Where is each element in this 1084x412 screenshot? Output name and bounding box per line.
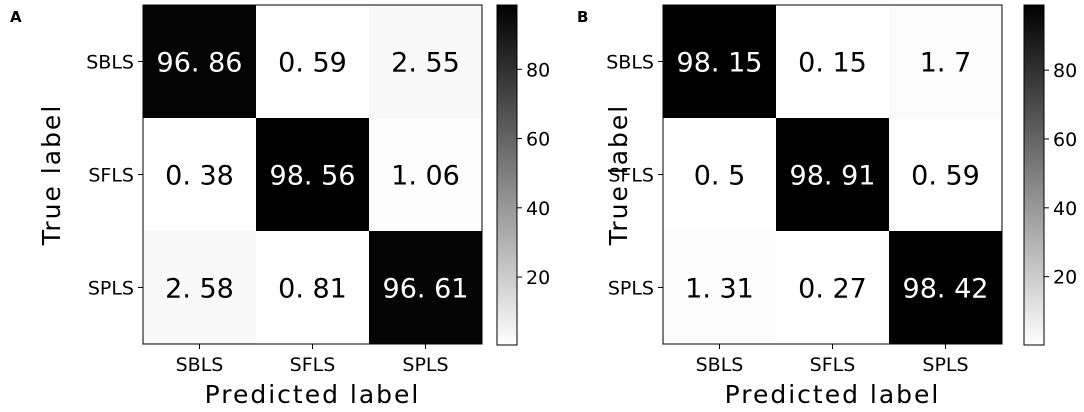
heatmap-cell	[256, 5, 369, 118]
cell-value-label: 98. 91	[790, 161, 876, 192]
colorbar-tick-label: 60	[526, 129, 550, 151]
colorbar-tick-label: 20	[526, 267, 550, 289]
cell-value-label: 0. 59	[911, 161, 980, 192]
cell-value-label: 1. 7	[920, 48, 972, 79]
y-tick-label: SPLS	[608, 278, 654, 300]
panel-letter: B	[577, 8, 588, 26]
cell-value-label: 0. 38	[165, 161, 234, 192]
cell-value-label: 0. 59	[278, 48, 347, 79]
heatmap-cell	[776, 5, 889, 118]
heatmap-cell	[256, 231, 369, 344]
y-tick-label: SPLS	[88, 278, 134, 300]
heatmap-cell	[143, 5, 256, 118]
x-tick-label: SFLS	[810, 354, 856, 376]
colorbar-tick-label: 60	[1053, 129, 1077, 151]
panel-letter: A	[10, 8, 22, 26]
cell-value-label: 2. 55	[391, 48, 460, 79]
cell-value-label: 0. 27	[798, 274, 867, 305]
y-axis-title: True label	[37, 104, 66, 247]
y-axis-title: True label	[604, 104, 633, 247]
heatmap-cell	[663, 5, 776, 118]
x-tick-label: SPLS	[922, 354, 968, 376]
heatmap-cell	[369, 5, 482, 118]
y-tick-label: SFLS	[608, 165, 654, 187]
colorbar-tick-label: 20	[1053, 267, 1077, 289]
y-tick-label: SBLS	[86, 52, 134, 74]
y-tick-label: SBLS	[606, 52, 654, 74]
heatmap-cell	[369, 231, 482, 344]
colorbar-tick-label: 80	[1053, 60, 1077, 82]
colorbar-tick-label: 40	[526, 198, 550, 220]
cell-value-label: 2. 58	[165, 274, 234, 305]
heatmap-cell	[369, 118, 482, 231]
panel-a: A 96. 86 0. 59 2. 55 0. 38 98. 56 1. 06 2. 58 0.…	[10, 4, 550, 409]
x-tick-label: SBLS	[696, 354, 744, 376]
heatmap-cell	[776, 118, 889, 231]
heatmap-cell	[143, 118, 256, 231]
colorbar-tick-label: 40	[1053, 198, 1077, 220]
heatmap-cell	[889, 5, 1002, 118]
colorbar	[1023, 4, 1045, 346]
cell-value-label: 0. 81	[278, 274, 347, 305]
x-axis-title: Predicted label	[205, 380, 421, 408]
heatmap-cell	[663, 118, 776, 231]
x-tick-label: SPLS	[402, 354, 448, 376]
panel-b: B 98. 15 0. 15 1. 7 0. 5 98. 91 0. 59 1. 31 0. 2…	[577, 4, 1077, 409]
colorbar	[496, 4, 518, 346]
x-tick-label: SFLS	[290, 354, 336, 376]
cell-value-label: 1. 06	[391, 161, 460, 192]
heatmap-cell	[256, 118, 369, 231]
colorbar-tick-label: 80	[526, 59, 550, 81]
heatmap-cell	[889, 118, 1002, 231]
x-axis-title: Predicted label	[725, 380, 941, 408]
cell-value-label: 98. 42	[903, 274, 989, 305]
heatmap-cell	[889, 231, 1002, 344]
y-tick-label: SFLS	[88, 165, 134, 187]
cell-value-label: 98. 56	[270, 161, 356, 192]
cell-value-label: 96. 61	[383, 274, 469, 305]
heatmap-cell	[143, 231, 256, 344]
x-tick-label: SBLS	[176, 354, 224, 376]
cell-value-label: 0. 5	[694, 161, 746, 192]
heatmap-cell	[776, 231, 889, 344]
cell-value-label: 98. 15	[677, 48, 763, 79]
cell-value-label: 96. 86	[157, 48, 243, 79]
cell-value-label: 1. 31	[685, 274, 754, 305]
cell-value-label: 0. 15	[798, 48, 867, 79]
heatmap-cell	[663, 231, 776, 344]
